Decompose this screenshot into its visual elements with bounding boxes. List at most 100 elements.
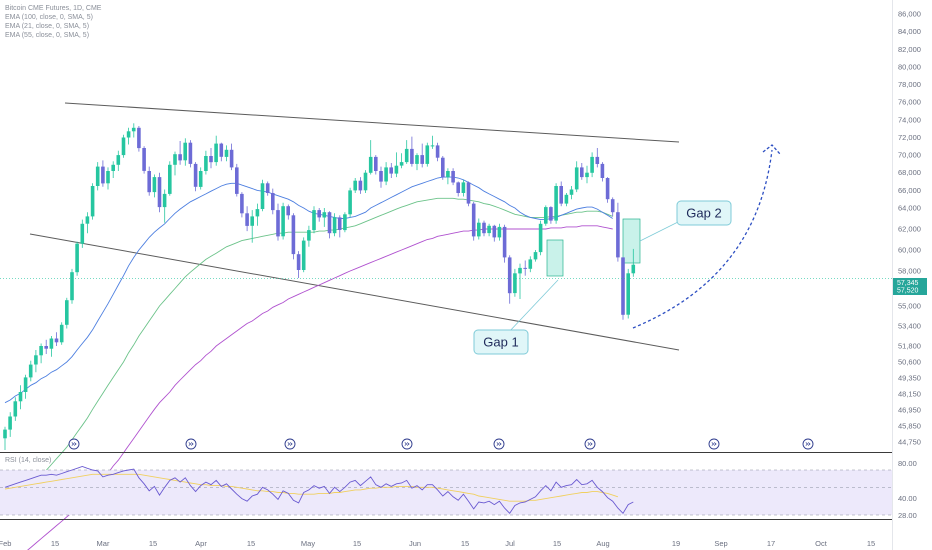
rsi-band <box>0 470 892 515</box>
legend-ema55: EMA (55, close, 0, SMA, 5) <box>5 32 89 39</box>
time-tick: 15 <box>553 539 561 548</box>
time-tick: 15 <box>353 539 361 548</box>
calendar-event-icon[interactable] <box>708 438 720 450</box>
price-tick: 49,350 <box>898 374 921 383</box>
candle-body <box>580 167 584 178</box>
candle-body <box>142 148 146 171</box>
candle-body <box>590 156 594 173</box>
candle-body <box>585 172 589 178</box>
calendar-event-icon[interactable] <box>584 438 596 450</box>
projection-arrowhead <box>762 144 781 155</box>
candle-body <box>18 392 23 402</box>
projection-curve <box>632 149 773 329</box>
candle-body <box>477 222 481 237</box>
candle-body <box>425 145 430 164</box>
price-tick: 62,000 <box>898 225 921 234</box>
candle-body <box>544 207 548 224</box>
candle-body <box>363 172 368 191</box>
candle-body <box>523 267 527 269</box>
time-tick: 15 <box>247 539 255 548</box>
candle-body <box>374 156 378 171</box>
time-tick: 15 <box>867 539 875 548</box>
calendar-event-icon[interactable] <box>401 438 413 450</box>
candle-body <box>595 156 600 164</box>
candle-body <box>353 180 357 191</box>
calendar-event-icon[interactable] <box>493 438 505 450</box>
candle-body <box>399 162 404 166</box>
candle-body <box>265 183 270 193</box>
candle-body <box>240 193 244 214</box>
candle-body <box>28 364 33 378</box>
candle-body <box>260 183 265 209</box>
candle-body <box>307 230 311 241</box>
price-tick: 60,000 <box>898 246 921 255</box>
candle-body <box>34 355 38 365</box>
calendar-event-icon[interactable] <box>802 438 814 450</box>
candle-body <box>492 225 497 238</box>
price-tick: 51,800 <box>898 342 921 351</box>
candle-body <box>173 154 177 165</box>
time-tick: Sep <box>714 539 727 548</box>
candle-body <box>13 401 18 417</box>
price-tick: 45,850 <box>898 422 921 431</box>
candle-body <box>415 155 419 164</box>
time-axis: Feb 15 Mar 15 Apr 15 May 15 Jun 15 Jul 15 Aug 19 Sep 17… <box>0 539 875 548</box>
upper-trendline <box>64 102 680 143</box>
calendar-event-icon[interactable] <box>68 438 80 450</box>
candle-body <box>162 193 167 208</box>
candle-body <box>90 186 95 217</box>
candle-body <box>101 166 105 184</box>
candle-body <box>389 167 393 174</box>
current-price-tag: 57,345 57,520 <box>893 278 927 295</box>
candle-body <box>420 155 424 164</box>
candle-body <box>80 223 85 244</box>
price-tick: 74,000 <box>898 115 921 124</box>
candle-body <box>271 193 275 211</box>
time-tick: Feb <box>0 539 11 548</box>
candle-body <box>106 171 110 184</box>
candle-body <box>121 137 126 156</box>
candle-body <box>626 273 630 315</box>
price-tick: 46,950 <box>898 406 921 415</box>
candle-body <box>286 206 290 216</box>
candle-body <box>54 338 59 343</box>
rsi-pane: RSI (14, close) 80.00 40.00 28.00 <box>0 457 917 520</box>
candle-body <box>487 225 491 234</box>
time-tick: Jul <box>505 539 515 548</box>
calendar-event-icon[interactable] <box>284 438 296 450</box>
candle-body <box>368 156 373 173</box>
calendar-event-icon[interactable] <box>185 438 197 450</box>
candle-body <box>214 143 218 163</box>
candle-body <box>404 148 409 163</box>
candle-body <box>131 127 136 132</box>
candle-body <box>65 300 69 325</box>
ema21-line <box>4 176 613 404</box>
event-markers <box>68 438 814 450</box>
projection-arrow <box>632 144 781 329</box>
candle-body <box>513 273 517 294</box>
candle-body <box>209 156 213 163</box>
candle-body <box>451 171 455 183</box>
candle-body <box>168 164 172 194</box>
price-tick: 53,400 <box>898 322 921 331</box>
candle-body <box>430 145 435 147</box>
rsi-line <box>4 466 634 515</box>
price-tick: 70,000 <box>898 151 921 160</box>
candle-body <box>116 155 121 165</box>
price-tick: 58,000 <box>898 267 921 276</box>
candle-body <box>564 194 569 204</box>
rsi-lines <box>4 466 634 515</box>
legend-ema21: EMA (21, close, 0, SMA, 5) <box>5 23 89 30</box>
candle-body <box>605 178 610 200</box>
candle-body <box>446 171 450 178</box>
price-tick: 78,000 <box>898 80 921 89</box>
candle-body <box>8 416 12 430</box>
time-tick: Oct <box>815 539 828 548</box>
candle-body <box>126 131 131 138</box>
candle-body <box>435 145 440 158</box>
gap-1-box <box>546 239 564 277</box>
price-tick: 64,000 <box>898 204 921 213</box>
candle-body <box>621 257 625 315</box>
candle-body <box>337 217 342 230</box>
